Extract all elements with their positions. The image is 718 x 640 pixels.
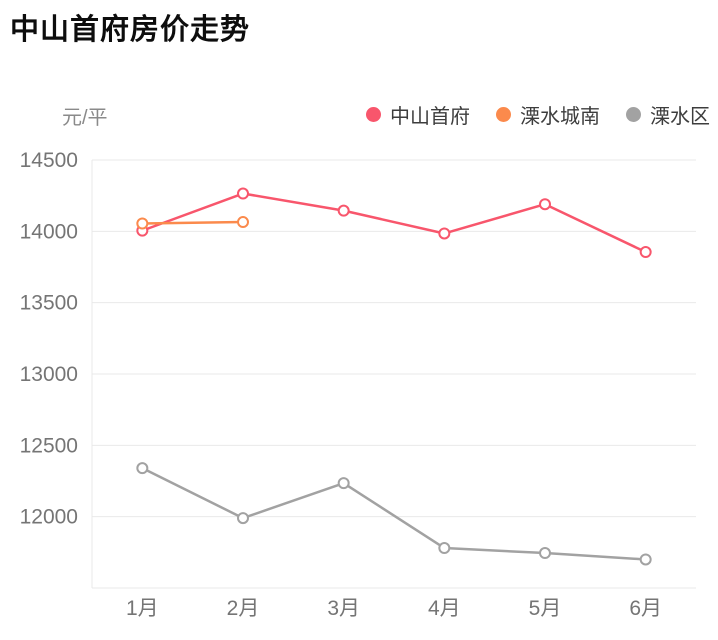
page-title: 中山首府房价走势: [10, 14, 251, 46]
x-tick-label: 2月: [227, 597, 260, 620]
y-tick-label: 13000: [20, 363, 78, 386]
y-tick-label: 13500: [20, 292, 78, 315]
x-tick-label: 4月: [428, 597, 461, 620]
legend-label: 溧水城南: [520, 106, 600, 128]
data-point-marker[interactable]: [639, 246, 652, 259]
x-tick-label: 3月: [327, 597, 360, 620]
data-point-marker[interactable]: [237, 512, 249, 525]
series-溧水区: [136, 462, 652, 566]
y-axis-unit-label: 元/平: [62, 107, 108, 129]
gridlines: [92, 159, 696, 589]
legend-item-zhongshan-shoufu[interactable]: 中山首府: [366, 100, 470, 129]
series-line: [141, 192, 647, 254]
data-point-marker[interactable]: [539, 547, 551, 560]
legend-item-lishui-qu[interactable]: 溧水区: [626, 100, 710, 129]
legend-label: 中山首府: [390, 106, 470, 128]
data-point-marker[interactable]: [136, 462, 149, 475]
data-point-marker[interactable]: [337, 204, 350, 217]
data-point-marker[interactable]: [237, 216, 249, 229]
series-line: [141, 466, 647, 561]
x-tick-label: 1月: [126, 597, 159, 620]
x-axis-tick-labels: 1月 2月 3月 4月 5月 6月: [126, 597, 662, 620]
x-tick-label: 6月: [629, 597, 662, 620]
legend-dot-icon: [626, 107, 641, 122]
y-tick-label: 12000: [20, 506, 78, 529]
data-point-marker[interactable]: [337, 477, 350, 490]
x-tick-label: 5月: [529, 597, 562, 620]
legend-item-lishui-chengnan[interactable]: 溧水城南: [496, 100, 600, 129]
chart-legend: 中山首府 溧水城南 溧水区: [366, 100, 710, 129]
legend-dot-icon: [496, 107, 511, 122]
series-溧水城南: [136, 216, 249, 230]
y-tick-label: 14500: [20, 149, 78, 172]
data-point-marker[interactable]: [136, 217, 149, 230]
y-tick-label: 14000: [20, 220, 78, 243]
series-line: [141, 220, 245, 225]
data-point-marker[interactable]: [438, 542, 451, 555]
y-axis-tick-labels: 14500 14000 13500 13000 12500 12000: [20, 149, 78, 529]
data-point-marker[interactable]: [237, 187, 249, 200]
legend-dot-icon: [366, 107, 381, 122]
legend-label: 溧水区: [650, 106, 710, 128]
data-point-marker[interactable]: [539, 198, 551, 211]
data-point-marker[interactable]: [438, 227, 451, 240]
data-point-marker[interactable]: [639, 553, 652, 566]
y-tick-label: 12500: [20, 434, 78, 457]
